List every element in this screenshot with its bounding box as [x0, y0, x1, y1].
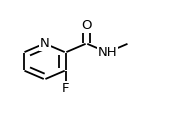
Text: O: O — [81, 19, 92, 32]
Text: NH: NH — [98, 46, 117, 59]
Text: F: F — [62, 82, 69, 95]
Text: N: N — [40, 37, 50, 50]
